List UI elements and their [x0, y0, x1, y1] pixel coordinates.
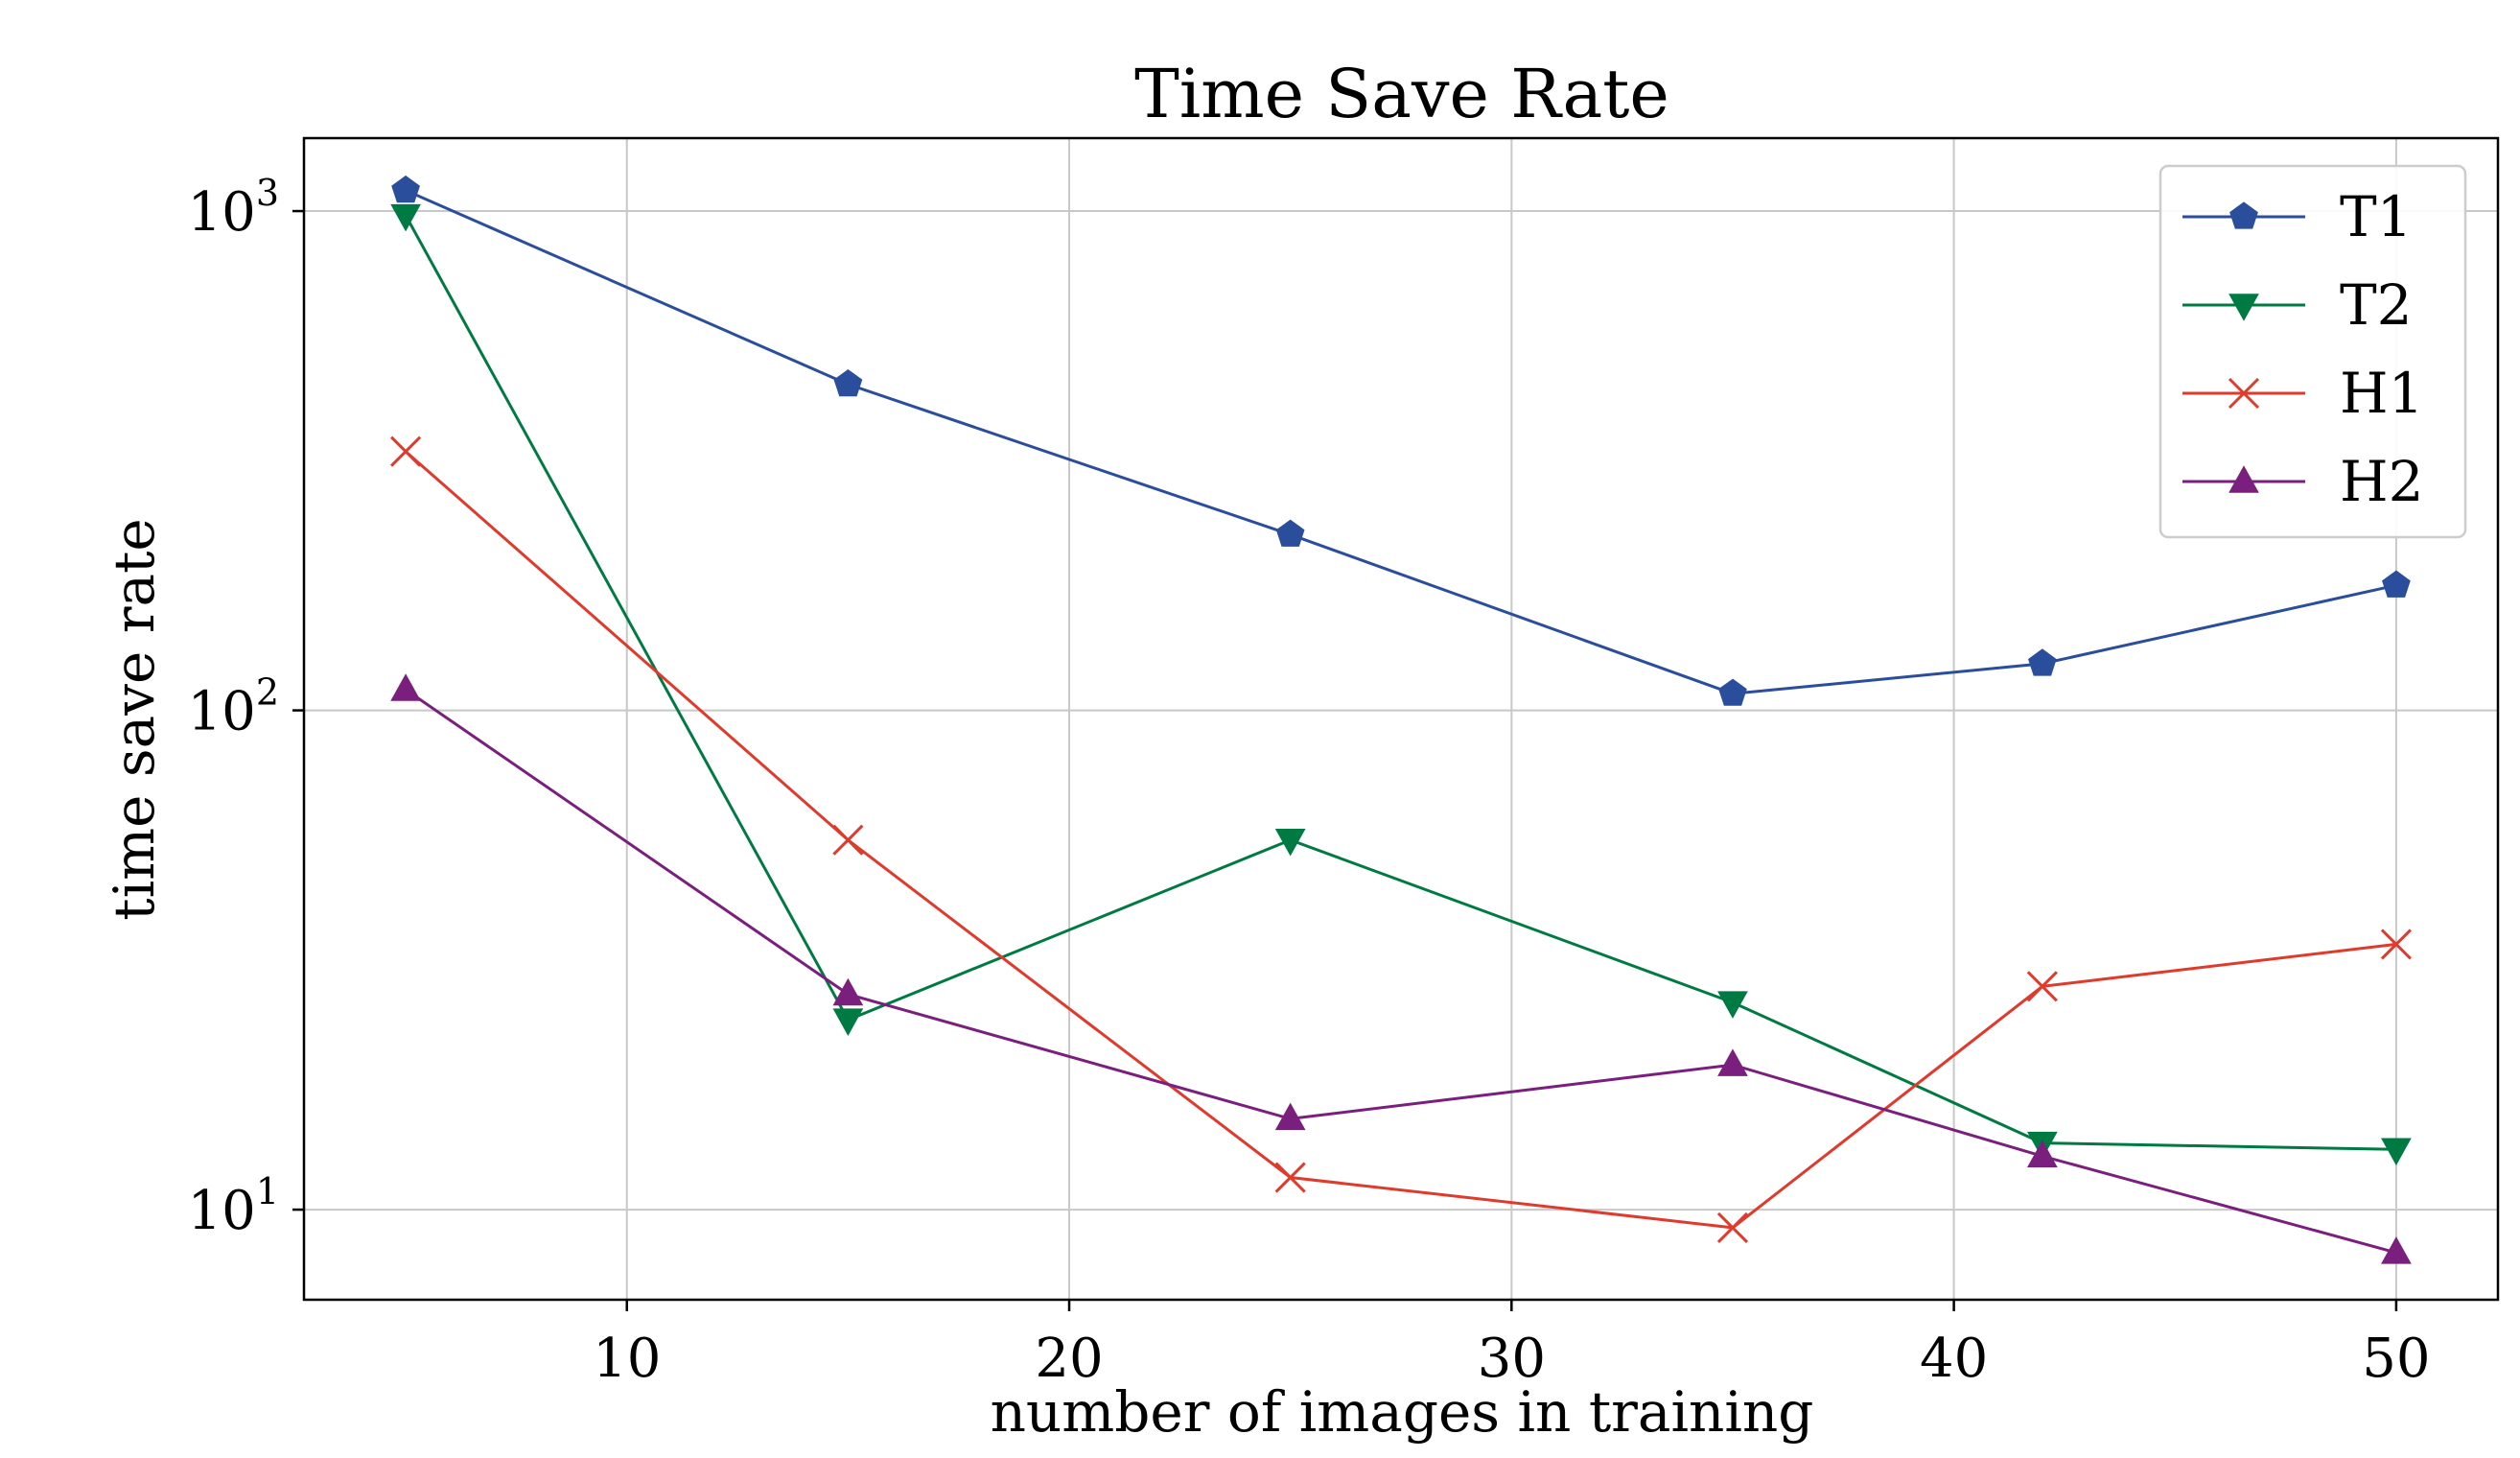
legend-label-t2: T2	[2340, 272, 2413, 338]
legend-marker-t2	[2228, 294, 2259, 321]
series-t1-point	[1718, 678, 1747, 706]
series-t2-point	[1274, 828, 1306, 857]
chart-title: Time Save Rate	[1134, 55, 1669, 133]
series-h2-point	[2381, 1236, 2412, 1264]
series-t1-point	[391, 175, 420, 203]
legend-label-h1: H1	[2340, 361, 2423, 426]
y-tick-exponent: 1	[256, 1170, 279, 1212]
series-t2-line	[404, 214, 2396, 1151]
series-t1-point	[2028, 648, 2057, 676]
y-tick-base: 10	[188, 1180, 256, 1242]
series-t2-point	[2381, 1138, 2412, 1166]
legend-box	[2158, 164, 2467, 539]
legend-label-h2: H2	[2340, 449, 2423, 514]
series-h1-point	[390, 435, 422, 467]
marker-stroke	[2228, 377, 2260, 410]
series-h2-line	[405, 688, 2397, 1255]
series-t1-point	[2382, 570, 2411, 598]
series-h1-point	[2026, 971, 2058, 1002]
y-axis-label: time save rate	[102, 518, 167, 920]
x-tick-label: 30	[1478, 1328, 1546, 1390]
y-tick-exponent: 3	[256, 172, 279, 214]
legend: T1 T2 H1 H2	[2158, 164, 2467, 539]
series-t2-point	[390, 203, 421, 232]
series-h1-point	[832, 824, 864, 856]
series-t2	[390, 203, 2412, 1166]
y-tick-base: 10	[188, 681, 256, 743]
series-t1-point	[1275, 519, 1305, 547]
marker-stroke	[2026, 971, 2058, 1002]
legend-marker-h1	[2228, 377, 2260, 410]
y-tick-label: 101	[188, 1170, 279, 1242]
series-h1-point	[1274, 1162, 1306, 1193]
series-h1	[390, 435, 2412, 1243]
series-t1	[391, 175, 2411, 706]
legend-marker-h2	[2228, 465, 2259, 493]
legend-item-t2: T2	[2182, 272, 2413, 338]
y-tick-base: 10	[188, 181, 256, 244]
y-tick-exponent: 2	[256, 671, 279, 714]
marker-stroke	[832, 824, 864, 856]
series-layer	[390, 175, 2412, 1264]
marker-stroke	[2380, 929, 2412, 960]
legend-label-t1: T1	[2340, 184, 2413, 249]
plot-frame	[302, 136, 2500, 1302]
series-h2-point	[1717, 1048, 1748, 1076]
legend-item-h2: H2	[2182, 449, 2423, 514]
series-h2-point	[390, 673, 421, 701]
x-tick-label: 20	[1035, 1328, 1103, 1390]
series-h2-point	[1274, 1102, 1306, 1131]
legend-item-t1: T1	[2182, 184, 2413, 249]
x-tick-label: 10	[593, 1328, 661, 1390]
marker-stroke	[1716, 1211, 1749, 1243]
x-tick-label: 50	[2362, 1328, 2430, 1390]
series-t1-line	[405, 189, 2397, 695]
series-h1-point	[1716, 1211, 1749, 1243]
marker-stroke	[390, 435, 422, 467]
legend-item-h1: H1	[2182, 361, 2423, 426]
marker-stroke	[1274, 1162, 1306, 1193]
series-t1-point	[833, 368, 863, 397]
series-h1-line	[405, 450, 2397, 1230]
y-tick-label: 103	[188, 172, 279, 244]
series-h1-point	[2380, 929, 2412, 960]
legend-marker-t1	[2229, 201, 2258, 229]
x-axis-ticks: 10 20 30 40 50	[593, 1300, 2431, 1390]
x-axis-label: number of images in training	[991, 1379, 1814, 1445]
series-t2-point	[1717, 991, 1748, 1019]
series-h2-point	[2027, 1140, 2058, 1168]
y-tick-label: 102	[188, 671, 279, 743]
x-tick-label: 40	[1920, 1328, 1988, 1390]
series-t2-point	[832, 1008, 864, 1036]
series-h2	[390, 673, 2412, 1264]
series-h2-point	[832, 977, 864, 1006]
